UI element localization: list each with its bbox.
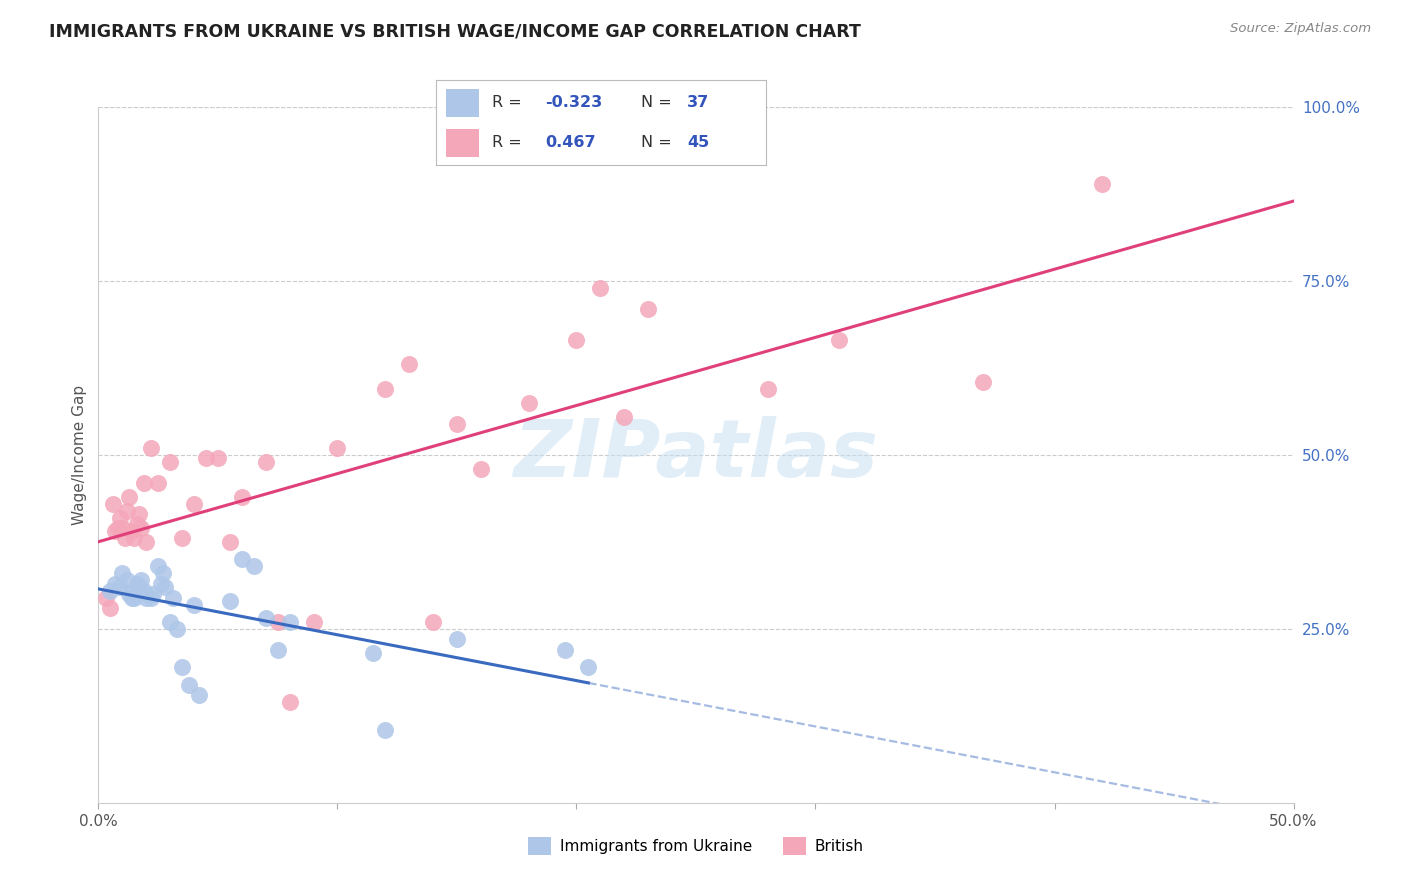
- Point: [118, 587, 141, 601]
- Point: [155, 580, 177, 594]
- Y-axis label: Wage/Income Gap: Wage/Income Gap: [72, 384, 87, 525]
- Point: [104, 524, 127, 539]
- Point: [125, 576, 148, 591]
- Point: [637, 301, 659, 316]
- Point: [243, 559, 266, 574]
- Point: [121, 591, 143, 605]
- Point: [278, 695, 301, 709]
- Point: [183, 497, 205, 511]
- Point: [101, 497, 124, 511]
- Point: [172, 660, 194, 674]
- Point: [554, 642, 576, 657]
- Point: [374, 382, 396, 396]
- Point: [98, 601, 122, 615]
- Point: [108, 510, 131, 524]
- Point: [125, 517, 148, 532]
- Point: [183, 598, 205, 612]
- Point: [114, 532, 136, 546]
- Point: [172, 532, 194, 546]
- Point: [142, 587, 165, 601]
- Point: [207, 451, 229, 466]
- Point: [94, 591, 117, 605]
- Text: 45: 45: [688, 135, 709, 150]
- Point: [589, 281, 612, 295]
- Point: [179, 677, 201, 691]
- Text: -0.323: -0.323: [546, 95, 602, 111]
- Point: [219, 535, 242, 549]
- Point: [219, 594, 242, 608]
- Point: [470, 462, 492, 476]
- Point: [254, 455, 277, 469]
- Point: [576, 660, 599, 674]
- Point: [108, 580, 131, 594]
- Point: [422, 615, 444, 629]
- Point: [613, 409, 636, 424]
- Point: [124, 532, 146, 546]
- Point: [187, 688, 209, 702]
- Point: [152, 566, 174, 581]
- Point: [148, 475, 170, 490]
- Point: [139, 441, 162, 455]
- Point: [131, 521, 153, 535]
- Point: [124, 591, 146, 605]
- Point: [131, 573, 153, 587]
- Text: R =: R =: [492, 135, 531, 150]
- Point: [128, 507, 150, 521]
- Point: [107, 521, 129, 535]
- Point: [254, 611, 277, 625]
- Point: [517, 396, 540, 410]
- Point: [159, 615, 181, 629]
- Point: [972, 375, 994, 389]
- Point: [565, 333, 588, 347]
- Point: [118, 490, 141, 504]
- Point: [166, 622, 188, 636]
- Point: [128, 580, 150, 594]
- Point: [828, 333, 851, 347]
- Point: [149, 576, 172, 591]
- Point: [132, 475, 155, 490]
- Point: [111, 566, 134, 581]
- Point: [374, 723, 396, 737]
- Point: [121, 524, 143, 539]
- Text: N =: N =: [641, 95, 676, 111]
- Point: [194, 451, 218, 466]
- Point: [135, 591, 157, 605]
- Point: [231, 490, 253, 504]
- Point: [446, 417, 468, 431]
- Text: N =: N =: [641, 135, 676, 150]
- Point: [446, 632, 468, 647]
- Text: IMMIGRANTS FROM UKRAINE VS BRITISH WAGE/INCOME GAP CORRELATION CHART: IMMIGRANTS FROM UKRAINE VS BRITISH WAGE/…: [49, 22, 860, 40]
- Point: [267, 642, 290, 657]
- Point: [115, 573, 138, 587]
- Point: [135, 535, 157, 549]
- Point: [278, 615, 301, 629]
- Text: R =: R =: [492, 95, 527, 111]
- Point: [111, 521, 134, 535]
- Point: [98, 583, 122, 598]
- Bar: [446, 89, 479, 117]
- Point: [1091, 177, 1114, 191]
- Point: [302, 615, 325, 629]
- Point: [148, 559, 170, 574]
- Point: [132, 583, 155, 598]
- Text: 37: 37: [688, 95, 709, 111]
- Point: [326, 441, 349, 455]
- Bar: [446, 128, 479, 157]
- Point: [139, 591, 162, 605]
- Text: Source: ZipAtlas.com: Source: ZipAtlas.com: [1230, 22, 1371, 36]
- Point: [159, 455, 181, 469]
- Point: [162, 591, 184, 605]
- Point: [104, 576, 127, 591]
- Point: [267, 615, 290, 629]
- Point: [756, 382, 779, 396]
- Point: [231, 552, 253, 566]
- Text: 0.467: 0.467: [546, 135, 596, 150]
- Text: ZIPatlas: ZIPatlas: [513, 416, 879, 494]
- Point: [398, 358, 420, 372]
- Point: [363, 646, 385, 660]
- Point: [115, 503, 138, 517]
- Legend: Immigrants from Ukraine, British: Immigrants from Ukraine, British: [522, 830, 870, 862]
